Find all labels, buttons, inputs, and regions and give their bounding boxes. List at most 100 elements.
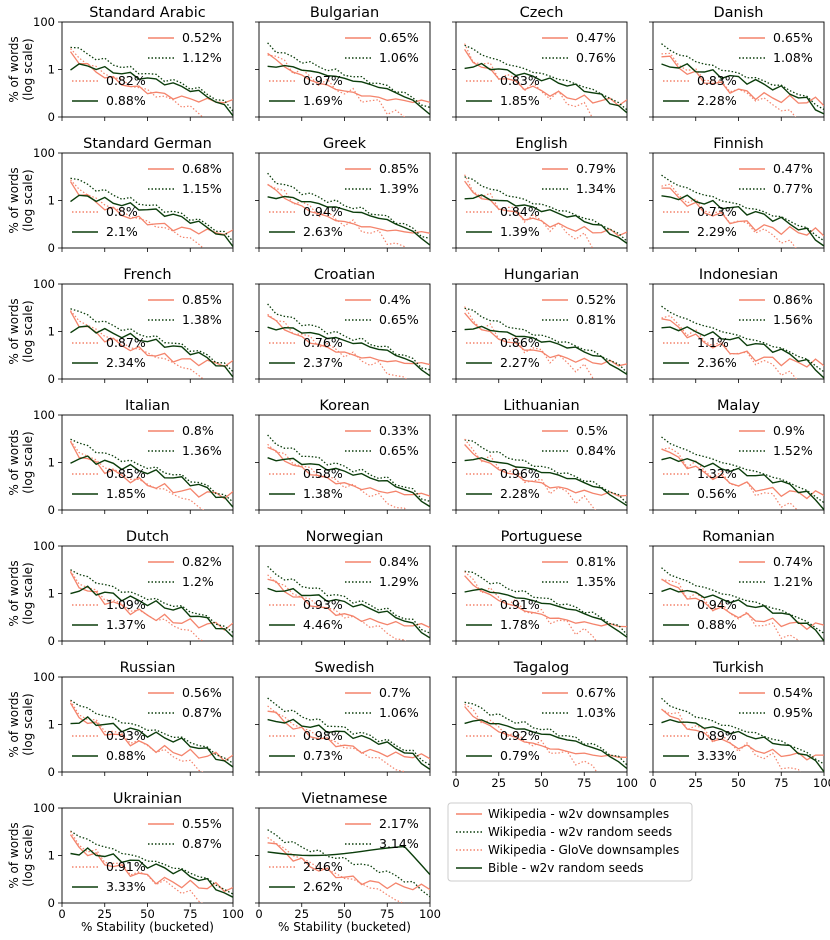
y-tick-label: 1 bbox=[48, 718, 55, 732]
chart-panel: French 0 1 100 0.85% 1.38% 0.87% 2.34% % of word… bbox=[7, 267, 234, 386]
y-axis-label: (log scale) bbox=[21, 693, 35, 755]
chart-panel: Portuguese 0.81% 1.35% 0.91% 1.78% bbox=[452, 529, 628, 645]
series-line bbox=[661, 318, 824, 368]
series-line bbox=[464, 588, 627, 638]
y-axis-label: % of words bbox=[7, 36, 21, 102]
series-line bbox=[70, 699, 233, 764]
annotation-value: 1.29% bbox=[379, 574, 419, 589]
series-line bbox=[267, 313, 407, 379]
y-tick-label: 1 bbox=[48, 587, 55, 601]
chart-panel: Swedish 0.7% 1.06% 0.98% 0.73% bbox=[255, 660, 431, 776]
annotation-value: 0.79% bbox=[576, 161, 616, 176]
series-line bbox=[661, 183, 797, 248]
annotation-value: 0.68% bbox=[182, 161, 222, 176]
series-line bbox=[464, 457, 627, 507]
series-line bbox=[464, 194, 627, 244]
legend-label: Wikipedia - GloVe downsamples bbox=[488, 843, 679, 857]
annotation-value: 1.03% bbox=[576, 705, 616, 720]
y-tick-label: 0 bbox=[48, 110, 55, 124]
y-tick-label: 100 bbox=[33, 15, 55, 29]
y-tick-label: 0 bbox=[48, 503, 55, 517]
panel-title: Portuguese bbox=[501, 529, 583, 545]
series-line bbox=[69, 834, 233, 893]
y-tick-label: 0 bbox=[48, 896, 55, 910]
panel-title: French bbox=[123, 267, 171, 283]
chart-panel: Standard German 0 1 100 0.68% 1.15% 0.8% 2.1% % … bbox=[7, 136, 234, 255]
annotation-value: 2.28% bbox=[697, 93, 737, 108]
y-tick-label: 100 bbox=[33, 146, 55, 160]
series-line bbox=[267, 574, 407, 641]
series-line bbox=[661, 567, 824, 634]
panel-title: Swedish bbox=[315, 660, 375, 676]
panel-title: Danish bbox=[713, 5, 763, 21]
y-axis-label: % of words bbox=[7, 429, 21, 495]
y-axis-label: % of words bbox=[7, 691, 21, 757]
series-line bbox=[69, 702, 233, 762]
annotation-value: 1.39% bbox=[500, 224, 540, 239]
chart-panel: Standard Arabic 0 1 100 0.52% 1.12% 0.82% 0.88%… bbox=[7, 5, 234, 124]
series-line bbox=[661, 708, 801, 772]
x-tick-label: 50 bbox=[534, 776, 549, 790]
series-line bbox=[70, 46, 233, 112]
annotation-value: 0.56% bbox=[182, 685, 222, 700]
annotation-value: 0.82% bbox=[106, 73, 146, 88]
y-tick-label: 100 bbox=[33, 670, 55, 684]
panel-title: Malay bbox=[717, 398, 760, 414]
series-line bbox=[267, 184, 407, 248]
series-line bbox=[661, 174, 824, 242]
annotation-value: 0.65% bbox=[773, 30, 813, 45]
series-line bbox=[70, 830, 233, 895]
series-line bbox=[69, 831, 203, 903]
series-line bbox=[464, 49, 627, 107]
series-line bbox=[464, 312, 627, 367]
annotation-value: 0.5% bbox=[576, 423, 608, 438]
chart-panel: Czech 0.47% 0.76% 0.83% 1.85% bbox=[452, 5, 628, 121]
y-tick-label: 1 bbox=[48, 456, 55, 470]
y-tick-label: 0 bbox=[48, 241, 55, 255]
annotation-value: 0.47% bbox=[773, 161, 813, 176]
annotation-value: 1.21% bbox=[773, 574, 813, 589]
annotation-value: 0.88% bbox=[106, 748, 146, 763]
series-line bbox=[267, 42, 430, 109]
series-line bbox=[267, 446, 430, 497]
annotation-value: 0.87% bbox=[106, 335, 146, 350]
annotation-value: 0.97% bbox=[303, 73, 343, 88]
annotation-value: 1.37% bbox=[106, 617, 146, 632]
chart-panel: Turkish 0 25 50 75 100 0.54% 0.95% 0.89% 3.33% bbox=[649, 660, 830, 790]
panel-title: Czech bbox=[520, 5, 564, 21]
x-tick-label: 75 bbox=[774, 776, 789, 790]
annotation-value: 0.85% bbox=[182, 292, 222, 307]
annotation-value: 1.56% bbox=[773, 312, 813, 327]
series-line bbox=[267, 845, 430, 876]
panel-title: Standard Arabic bbox=[89, 5, 206, 21]
panel-title: Vietnamese bbox=[302, 791, 388, 807]
series-line bbox=[267, 195, 430, 246]
annotation-value: 1.69% bbox=[303, 93, 343, 108]
annotation-value: 1.85% bbox=[106, 486, 146, 501]
panel-title: Russian bbox=[120, 660, 176, 676]
annotation-value: 0.67% bbox=[576, 685, 616, 700]
legend-label: Wikipedia - w2v random seeds bbox=[488, 825, 672, 839]
annotation-value: 0.8% bbox=[182, 423, 214, 438]
annotation-value: 0.83% bbox=[697, 73, 737, 88]
x-tick-label: 25 bbox=[491, 776, 506, 790]
annotation-value: 0.88% bbox=[106, 93, 146, 108]
annotation-value: 3.33% bbox=[106, 879, 146, 894]
x-tick-label: 0 bbox=[58, 907, 65, 921]
series-line bbox=[70, 177, 233, 243]
x-tick-label: 0 bbox=[452, 776, 459, 790]
x-tick-label: 50 bbox=[140, 907, 155, 921]
y-axis-label: (log scale) bbox=[21, 169, 35, 231]
legend-label: Bible - w2v random seeds bbox=[488, 861, 643, 875]
annotation-value: 0.92% bbox=[500, 728, 540, 743]
x-tick-label: 25 bbox=[294, 907, 309, 921]
series-line bbox=[267, 587, 430, 639]
annotation-value: 3.14% bbox=[379, 836, 419, 851]
y-axis-label: % of words bbox=[7, 822, 21, 888]
x-tick-label: 25 bbox=[97, 907, 112, 921]
y-axis-label: (log scale) bbox=[21, 824, 35, 886]
y-axis-label: % of words bbox=[7, 298, 21, 364]
x-tick-label: 100 bbox=[813, 776, 830, 790]
annotation-value: 2.63% bbox=[303, 224, 343, 239]
chart-panel: Dutch 0 1 100 0.82% 1.2% 1.09% 1.37% % of words(… bbox=[7, 529, 234, 648]
